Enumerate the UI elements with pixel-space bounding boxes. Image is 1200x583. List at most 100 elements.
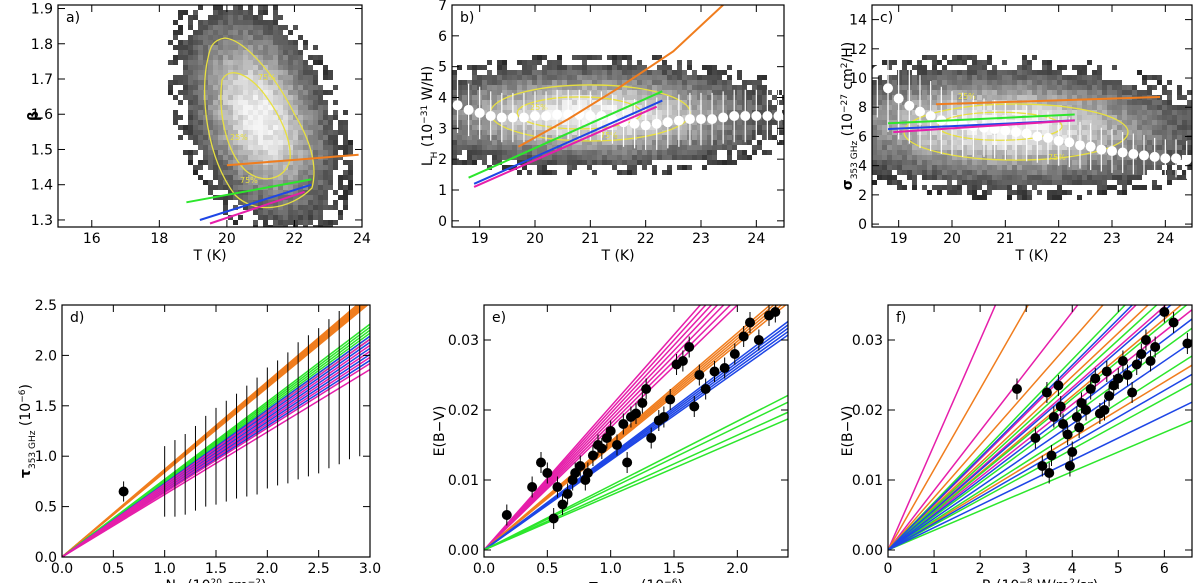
density-cell bbox=[1187, 100, 1192, 105]
density-cell bbox=[637, 105, 642, 110]
density-cell bbox=[967, 170, 972, 175]
density-cell bbox=[757, 95, 762, 100]
density-cell bbox=[343, 195, 348, 200]
density-cell bbox=[917, 150, 922, 155]
density-cell bbox=[1072, 100, 1077, 105]
density-cell bbox=[942, 175, 947, 180]
density-cell bbox=[263, 135, 268, 140]
density-cell bbox=[937, 75, 942, 80]
density-cell bbox=[1147, 125, 1152, 130]
density-cell bbox=[492, 150, 497, 155]
density-cell bbox=[1162, 90, 1167, 95]
density-cell bbox=[877, 125, 882, 130]
density-cell bbox=[1032, 145, 1037, 150]
density-cell bbox=[962, 75, 967, 80]
x-tick-label: 23 bbox=[692, 231, 710, 247]
density-cell bbox=[972, 130, 977, 135]
density-cell bbox=[492, 145, 497, 150]
density-cell bbox=[1182, 170, 1187, 175]
density-cell bbox=[517, 160, 522, 165]
density-cell bbox=[587, 140, 592, 145]
density-cell bbox=[253, 135, 258, 140]
density-cell bbox=[637, 120, 642, 125]
y-axis-label: LH (10−31 W/H) bbox=[420, 66, 440, 166]
density-cell bbox=[278, 185, 283, 190]
y-tick-label: 0.02 bbox=[448, 403, 479, 419]
density-cell bbox=[208, 160, 213, 165]
density-cell bbox=[208, 105, 213, 110]
density-cell bbox=[1012, 155, 1017, 160]
density-cell bbox=[752, 125, 757, 130]
density-cell bbox=[902, 60, 907, 65]
density-cell bbox=[917, 160, 922, 165]
density-cell bbox=[1032, 175, 1037, 180]
density-cell bbox=[278, 180, 283, 185]
density-cell bbox=[972, 90, 977, 95]
density-cell bbox=[612, 80, 617, 85]
density-cell bbox=[1052, 150, 1057, 155]
density-cell bbox=[707, 105, 712, 110]
density-cell bbox=[253, 30, 258, 35]
density-cell bbox=[293, 40, 298, 45]
data-point bbox=[587, 450, 598, 461]
density-cell bbox=[1117, 165, 1122, 170]
density-cell bbox=[1132, 175, 1137, 180]
density-cell bbox=[612, 140, 617, 145]
density-cell bbox=[243, 60, 248, 65]
density-cell bbox=[293, 175, 298, 180]
density-cell bbox=[1072, 170, 1077, 175]
density-cell bbox=[637, 110, 642, 115]
density-cell bbox=[248, 195, 253, 200]
density-cell bbox=[233, 135, 238, 140]
density-cell bbox=[278, 55, 283, 60]
density-cell bbox=[987, 105, 992, 110]
density-cell bbox=[887, 110, 892, 115]
density-cell bbox=[1067, 190, 1072, 195]
density-cell bbox=[203, 50, 208, 55]
density-cell bbox=[662, 110, 667, 115]
y-axis-label: E(B−V) bbox=[432, 406, 448, 457]
density-cell bbox=[597, 120, 602, 125]
y-tick-label: 0.03 bbox=[852, 333, 883, 349]
density-cell bbox=[313, 185, 318, 190]
density-cell bbox=[757, 80, 762, 85]
density-cell bbox=[278, 100, 283, 105]
fit-line bbox=[887, 113, 1075, 125]
density-cell bbox=[772, 135, 777, 140]
density-cell bbox=[977, 65, 982, 70]
density-cell bbox=[902, 95, 907, 100]
density-cell bbox=[1027, 195, 1032, 200]
density-cell bbox=[897, 180, 902, 185]
density-cell bbox=[293, 160, 298, 165]
density-cell bbox=[208, 65, 213, 70]
density-cell bbox=[1122, 180, 1127, 185]
density-cell bbox=[937, 85, 942, 90]
density-cell bbox=[193, 35, 198, 40]
density-cell bbox=[243, 30, 248, 35]
density-cell bbox=[1027, 140, 1032, 145]
density-cell bbox=[502, 90, 507, 95]
data-point bbox=[605, 426, 616, 436]
fit-line bbox=[893, 119, 1075, 134]
density-cell bbox=[627, 160, 632, 165]
x-tick-label: 2.5 bbox=[308, 561, 330, 577]
density-cell bbox=[737, 115, 742, 120]
density-cell bbox=[173, 35, 178, 40]
density-cell bbox=[258, 15, 263, 20]
density-cell bbox=[1132, 185, 1137, 190]
density-cell bbox=[1117, 155, 1122, 160]
density-cell bbox=[263, 170, 268, 175]
density-cell bbox=[1047, 165, 1052, 170]
density-cell bbox=[1107, 105, 1112, 110]
density-cell bbox=[1112, 160, 1117, 165]
density-cell bbox=[697, 110, 702, 115]
density-cell bbox=[592, 85, 597, 90]
density-cell bbox=[547, 150, 552, 155]
density-cell bbox=[1037, 100, 1042, 105]
density-cell bbox=[492, 95, 497, 100]
density-cell bbox=[1087, 60, 1092, 65]
density-cell bbox=[557, 160, 562, 165]
density-cell bbox=[927, 160, 932, 165]
density-cell bbox=[497, 140, 502, 145]
density-cell bbox=[587, 125, 592, 130]
